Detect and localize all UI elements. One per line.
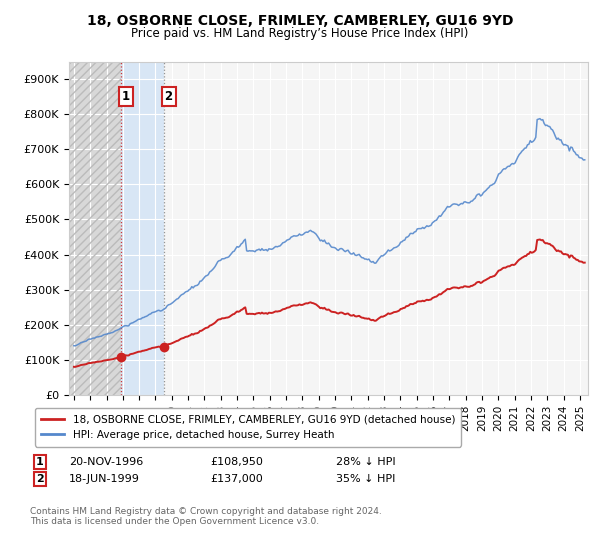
- Bar: [69, 62, 121, 395]
- Legend: 18, OSBORNE CLOSE, FRIMLEY, CAMBERLEY, GU16 9YD (detached house), HPI: Average p: 18, OSBORNE CLOSE, FRIMLEY, CAMBERLEY, G…: [35, 408, 461, 446]
- Text: 2: 2: [36, 474, 44, 484]
- Text: Contains HM Land Registry data © Crown copyright and database right 2024.
This d: Contains HM Land Registry data © Crown c…: [30, 507, 382, 526]
- Text: 35% ↓ HPI: 35% ↓ HPI: [336, 474, 395, 484]
- Text: 18-JUN-1999: 18-JUN-1999: [69, 474, 140, 484]
- Text: 1: 1: [122, 90, 130, 102]
- Bar: [69, 62, 121, 395]
- Bar: [121, 62, 164, 395]
- Text: 18, OSBORNE CLOSE, FRIMLEY, CAMBERLEY, GU16 9YD: 18, OSBORNE CLOSE, FRIMLEY, CAMBERLEY, G…: [87, 14, 513, 28]
- Text: 28% ↓ HPI: 28% ↓ HPI: [336, 457, 395, 467]
- Text: £137,000: £137,000: [210, 474, 263, 484]
- Text: 1: 1: [36, 457, 44, 467]
- Text: Price paid vs. HM Land Registry’s House Price Index (HPI): Price paid vs. HM Land Registry’s House …: [131, 27, 469, 40]
- Text: £108,950: £108,950: [210, 457, 263, 467]
- Text: 20-NOV-1996: 20-NOV-1996: [69, 457, 143, 467]
- Text: 2: 2: [164, 90, 173, 102]
